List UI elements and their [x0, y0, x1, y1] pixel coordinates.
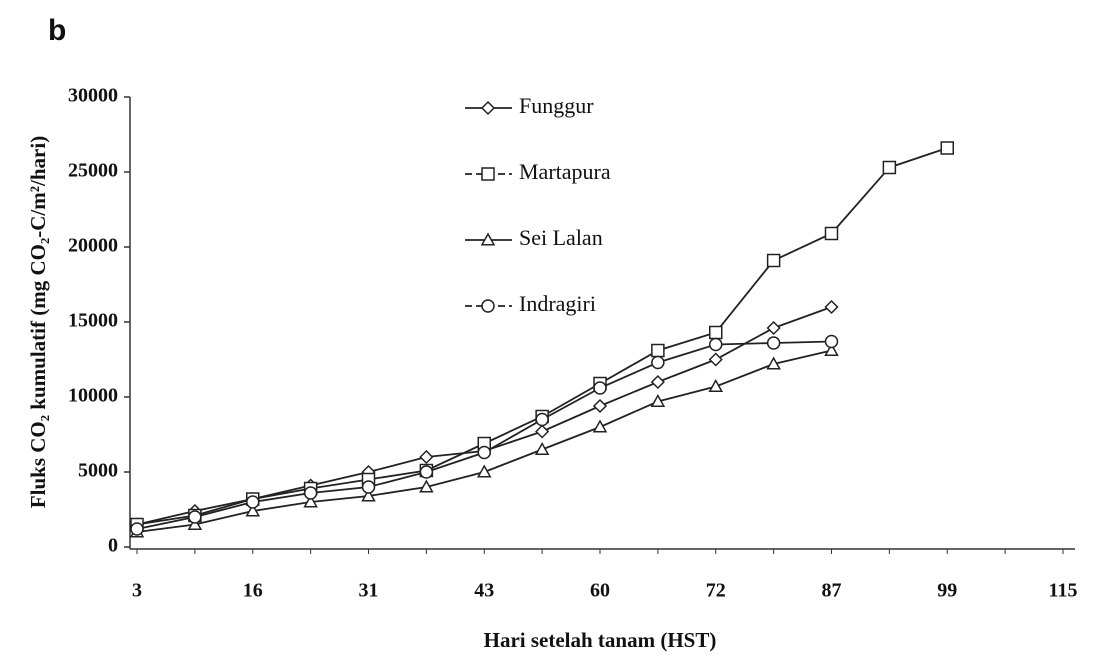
y-tick-label: 30000: [68, 85, 118, 107]
marker: [824, 342, 839, 357]
marker: [708, 352, 723, 367]
marker: [766, 356, 781, 370]
y-tick-label: 10000: [68, 385, 118, 407]
x-tick-label: 3: [132, 580, 142, 602]
marker: [940, 141, 954, 155]
marker: [246, 495, 260, 509]
x-tick-label: 115: [1049, 580, 1078, 602]
marker: [477, 445, 491, 460]
marker: [766, 253, 781, 268]
marker: [651, 355, 665, 370]
marker: [188, 510, 202, 524]
marker: [534, 441, 550, 456]
marker: [708, 378, 724, 393]
marker: [766, 320, 781, 336]
x-tick-label: 87: [822, 580, 842, 602]
marker: [709, 325, 723, 340]
legend: Funggur Martapura Sei Lalan Indragiri: [465, 93, 611, 316]
marker: [303, 494, 318, 508]
marker: [419, 449, 434, 465]
marker: [481, 299, 495, 313]
panel-label: b: [48, 14, 66, 47]
y-axis-title: Fluks CO₂ kumulatif (mg CO₂-C/m²/hari): [26, 136, 50, 508]
marker: [419, 479, 434, 493]
y-tick-label: 0: [108, 535, 118, 557]
x-axis-title: Hari setelah tanam (HST): [484, 628, 717, 652]
marker: [824, 334, 839, 349]
legend-label: Indragiri: [519, 291, 596, 316]
marker: [592, 398, 608, 414]
x-tick-label: 43: [474, 580, 494, 602]
marker: [824, 226, 839, 241]
marker: [130, 522, 144, 536]
x-tick-label: 99: [937, 580, 957, 602]
y-tick-label: 15000: [68, 310, 118, 332]
marker: [535, 412, 549, 427]
marker: [480, 232, 496, 246]
marker: [650, 374, 665, 390]
marker: [361, 480, 376, 494]
marker: [882, 160, 897, 175]
marker: [361, 488, 376, 502]
legend-label: Martapura: [519, 159, 611, 184]
marker: [650, 393, 666, 408]
y-tick-label: 5000: [78, 460, 118, 482]
series-line: [136, 306, 832, 526]
marker: [535, 424, 550, 439]
marker: [766, 336, 781, 350]
y-tick-label: 25000: [68, 160, 118, 182]
x-tick-label: 16: [243, 580, 263, 602]
marker: [245, 503, 261, 517]
marker: [480, 100, 496, 116]
marker: [303, 486, 318, 500]
marker: [481, 167, 495, 181]
x-tick-label: 60: [590, 580, 610, 602]
x-tick-label: 72: [706, 580, 726, 602]
y-tick-label: 20000: [68, 235, 118, 257]
marker: [476, 464, 492, 478]
legend-label: Funggur: [519, 93, 594, 118]
marker: [824, 299, 839, 315]
series-line: [136, 147, 948, 526]
marker: [419, 465, 434, 479]
marker: [709, 337, 723, 352]
marker: [592, 419, 608, 433]
legend-label: Sei Lalan: [519, 225, 603, 250]
x-tick-label: 31: [359, 580, 379, 602]
marker: [187, 516, 203, 531]
marker: [593, 381, 607, 395]
marker: [651, 343, 665, 358]
